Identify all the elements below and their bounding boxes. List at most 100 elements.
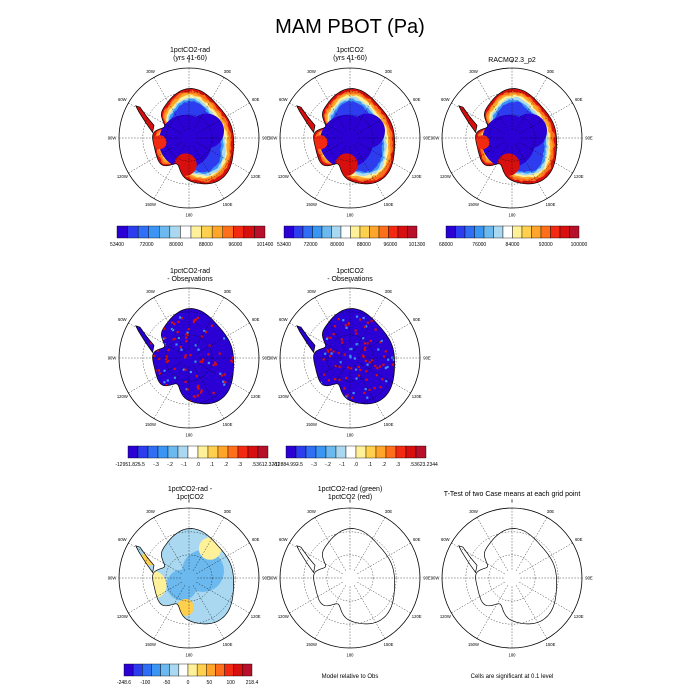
labelbar-label: -.2 — [325, 462, 331, 468]
meridian-line — [193, 365, 225, 419]
lon-tick-label: 180 — [509, 213, 517, 218]
labelbar-swatch — [247, 445, 259, 459]
lon-tick-label: 60E — [575, 97, 583, 102]
lon-tick-label: 90E — [585, 576, 593, 581]
lon-tick-label: 30W — [307, 69, 316, 74]
meridian-line — [314, 145, 346, 199]
latitude-circle — [326, 334, 374, 382]
map-boundary-circle — [279, 67, 421, 209]
labelbar-swatch — [137, 225, 149, 239]
labelbar-label: 218.4 — [246, 680, 259, 686]
meridian-line — [519, 582, 573, 614]
meridian-line — [193, 517, 225, 571]
labelbar-swatch — [201, 225, 213, 239]
lon-tick-label: 150W — [306, 202, 317, 207]
labelbar-swatch — [350, 225, 361, 239]
meridian-line — [357, 102, 411, 134]
labelbar-swatch — [340, 225, 351, 239]
meridian-line — [289, 102, 343, 134]
meridian-line — [196, 362, 250, 394]
labelbar-label: .5 — [252, 462, 256, 468]
lon-tick-label: 90W — [431, 576, 440, 581]
labelbar-label: -.2 — [167, 462, 173, 468]
meridian-line — [314, 585, 346, 639]
meridian-line — [289, 362, 343, 394]
labelbar-swatch — [302, 225, 313, 239]
lon-tick-label: 60E — [575, 537, 583, 542]
lon-tick-label: 150E — [546, 202, 556, 207]
meridian-line — [128, 322, 182, 354]
lon-tick-label: 150E — [223, 422, 233, 427]
meridian-line — [354, 585, 386, 639]
labelbar-swatch — [388, 225, 399, 239]
panel-p2: 0 30E 60E 90E 120E 150E 180 150W 120W 90W 60W 30W 53… — [269, 59, 431, 249]
panel-title: 1pctCO2-rad - Observations — [167, 268, 213, 283]
meridian-line — [354, 365, 386, 419]
labelbar-label: 80000 — [330, 242, 344, 248]
meridian-line — [314, 517, 346, 571]
lon-tick-label: 120E — [412, 394, 422, 399]
lon-tick-label: 90E — [585, 136, 593, 141]
lon-tick-label: 0 — [349, 499, 352, 504]
lon-tick-label: 90W — [269, 576, 278, 581]
meridian-line — [289, 542, 343, 574]
meridian-line — [354, 297, 386, 351]
lon-tick-label: 60W — [441, 537, 450, 542]
map-boundary-circle — [441, 67, 583, 209]
panel-title: T-Test of two Case means at each grid po… — [443, 491, 581, 498]
labelbar-swatch — [397, 225, 408, 239]
lon-tick-label: 60W — [441, 97, 450, 102]
lon-tick-label: 0 — [188, 499, 191, 504]
labelbar-swatch — [474, 225, 485, 239]
labelbar-swatch — [375, 445, 387, 459]
labelbar-swatch — [283, 225, 294, 239]
lon-tick-label: 30W — [146, 509, 155, 514]
labelbar-swatch — [325, 445, 337, 459]
lon-tick-label: 60E — [413, 317, 421, 322]
labelbar-swatch — [355, 445, 367, 459]
meridian-line — [128, 362, 182, 394]
field-layer — [296, 88, 395, 184]
lon-tick-label: 90E — [423, 136, 431, 141]
lon-tick-label: 60W — [279, 317, 288, 322]
meridian-line — [289, 582, 343, 614]
main-title: MAM PBOT (Pa) — [275, 16, 425, 38]
lon-tick-label: 30W — [307, 509, 316, 514]
meridian-line — [196, 142, 250, 174]
labelbar-swatch — [331, 225, 342, 239]
labelbar-label: 72000 — [140, 242, 154, 248]
field-layer — [135, 88, 234, 184]
panel-title: 1pctCO2-rad - 1pctCO2 — [167, 486, 213, 501]
labelbar-swatch — [257, 445, 269, 459]
meridian-line — [354, 517, 386, 571]
lon-tick-label: 60E — [413, 97, 421, 102]
lon-tick-label: 150W — [145, 642, 156, 647]
lon-tick-label: 60E — [252, 537, 260, 542]
lon-tick-label: 120W — [117, 614, 128, 619]
latitude-circle — [303, 531, 397, 625]
labelbar-swatch — [190, 225, 202, 239]
labelbar-swatch — [493, 225, 504, 239]
lon-tick-label: 30W — [146, 289, 155, 294]
labelbar-label: .0 — [196, 462, 200, 468]
lon-tick-label: 60W — [279, 537, 288, 542]
labelbar-label: .1 — [210, 462, 214, 468]
labelbar-label: 53400 — [277, 242, 291, 248]
labelbar-swatch — [455, 225, 466, 239]
labelbar-swatch — [559, 225, 570, 239]
meridian-line — [516, 585, 548, 639]
labelbar-swatch — [540, 225, 551, 239]
lon-tick-label: 180 — [347, 653, 355, 658]
panel-p6: 0 30E 60E 90E 120E 150E 180 150W 120W 90W 60W 30W -2… — [108, 499, 270, 687]
labelbar-label: 96000 — [228, 242, 242, 248]
labelbar-swatch — [196, 663, 207, 677]
labelbar-swatch — [321, 225, 332, 239]
labelbar-swatch — [169, 663, 180, 677]
lon-tick-label: 30E — [547, 509, 555, 514]
latitude-circle — [303, 91, 397, 185]
labelbar-swatch — [123, 663, 134, 677]
labelbar-swatch — [132, 663, 143, 677]
panel-title: 1pctCO2-rad (yrs 41-60) — [169, 47, 211, 62]
labelbar-label: 0 — [187, 680, 190, 686]
meridian-line — [314, 77, 346, 131]
